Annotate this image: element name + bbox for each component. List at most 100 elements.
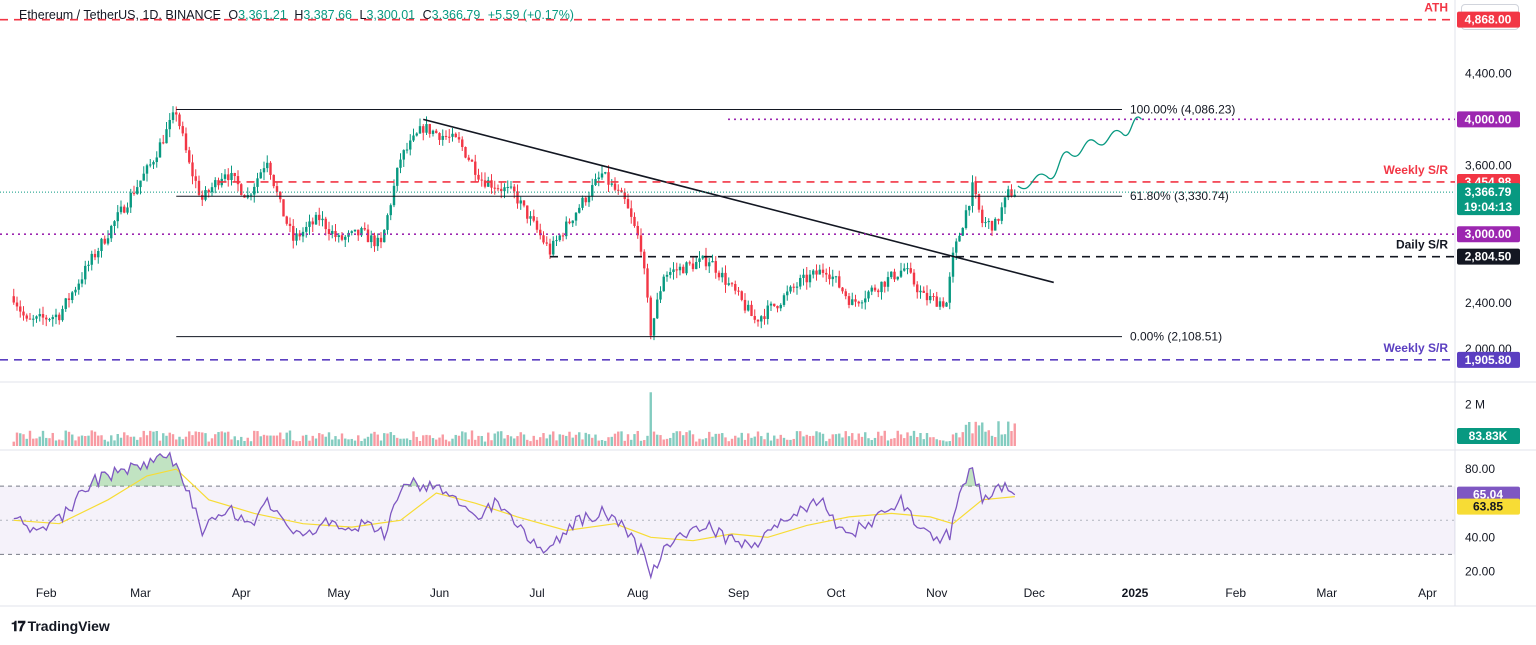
candle-body (87, 265, 89, 266)
volume-bar (737, 438, 739, 446)
candle-body (165, 129, 167, 143)
volume-bar (949, 441, 951, 446)
candle-body (601, 173, 603, 177)
candle-body (68, 298, 70, 300)
candle-body (819, 270, 821, 275)
candle-body (52, 317, 54, 319)
candle-body (383, 230, 385, 242)
volume-bar (451, 439, 453, 446)
volume-bar (110, 435, 112, 446)
volume-bar (793, 439, 795, 446)
volume-bar (991, 436, 993, 446)
time-tick-label: Dec (1024, 586, 1045, 600)
volume-bar (419, 441, 421, 446)
level-price-tag: 4,000.00 (1457, 111, 1520, 127)
volume-bar (445, 440, 447, 446)
candle-body (575, 213, 577, 221)
candle-body (120, 207, 122, 213)
candle-body (656, 300, 658, 319)
candle-body (520, 200, 522, 203)
volume-bar (247, 438, 249, 446)
candle-body (763, 316, 765, 319)
volume-bar (971, 433, 973, 446)
volume-bar (581, 439, 583, 446)
candle-body (666, 275, 668, 277)
candle-body (74, 290, 76, 293)
candle-body (617, 190, 619, 191)
volume-bar (952, 434, 954, 446)
volume-bar (897, 431, 899, 446)
volume-bar (45, 438, 47, 446)
volume-bar (997, 421, 999, 446)
volume-bar (435, 440, 437, 446)
volume-bar (429, 435, 431, 446)
volume-bar (422, 435, 424, 446)
candle-body (289, 224, 291, 226)
volume-bar (48, 438, 50, 446)
candle-body (757, 320, 759, 322)
level-price-tag: 3,000.00 (1457, 226, 1520, 242)
volume-bar (191, 435, 193, 446)
volume-bar (461, 431, 463, 446)
volume-bar (308, 441, 310, 446)
candle-body (815, 271, 817, 275)
candle-body (494, 188, 496, 189)
candle-body (643, 252, 645, 269)
volume-bar (721, 433, 723, 446)
volume-bar (763, 439, 765, 446)
tradingview-logo[interactable]: 𝟏𝟕 TradingView (11, 618, 110, 635)
volume-bar (396, 438, 398, 446)
volume-bar (932, 437, 934, 446)
volume-bar (526, 440, 528, 446)
volume-bar (656, 435, 658, 446)
candle-body (692, 263, 694, 269)
volume-bar (338, 439, 340, 446)
volume-bar (559, 434, 561, 446)
candle-body (338, 235, 340, 237)
candle-body (139, 181, 141, 188)
volume-bar (903, 438, 905, 446)
candle-body (770, 304, 772, 306)
volume-bar (52, 433, 54, 446)
volume-bar (773, 436, 775, 446)
candle-body (464, 147, 466, 158)
volume-bar (539, 437, 541, 446)
candle-body (477, 175, 479, 180)
candle-body (640, 235, 642, 251)
volume-bar (890, 439, 892, 446)
candle-body (1004, 197, 1006, 207)
volume-bar (968, 422, 970, 446)
volume-bar (822, 434, 824, 446)
volume-bar (988, 430, 990, 446)
candle-body (988, 221, 990, 222)
candle-body (253, 187, 255, 195)
volume-bar (513, 438, 515, 446)
candle-body (698, 258, 700, 262)
volume-bar (126, 435, 128, 446)
volume-bar (120, 438, 122, 446)
volume-bar (481, 436, 483, 446)
candle-body (897, 277, 899, 280)
volume-tick-label: 2 M (1465, 398, 1485, 412)
volume-bar (471, 430, 473, 446)
volume-bar (162, 433, 164, 446)
time-tick-label: Oct (827, 586, 846, 600)
volume-bar (370, 434, 372, 446)
candle-body (773, 304, 775, 306)
volume-bar (650, 392, 652, 446)
candle-body (906, 268, 908, 269)
volume-bar (689, 430, 691, 446)
volume-bar (494, 434, 496, 446)
volume-bar (546, 438, 548, 446)
candle-body (399, 160, 401, 168)
volume-bar (812, 436, 814, 446)
volume-bar (416, 437, 418, 446)
volume-bar (302, 436, 304, 446)
candle-body (500, 189, 502, 191)
candle-body (711, 261, 713, 262)
volume-bar (364, 439, 366, 446)
volume-bar (669, 438, 671, 446)
candle-body (178, 114, 180, 126)
volume-bar (666, 439, 668, 446)
